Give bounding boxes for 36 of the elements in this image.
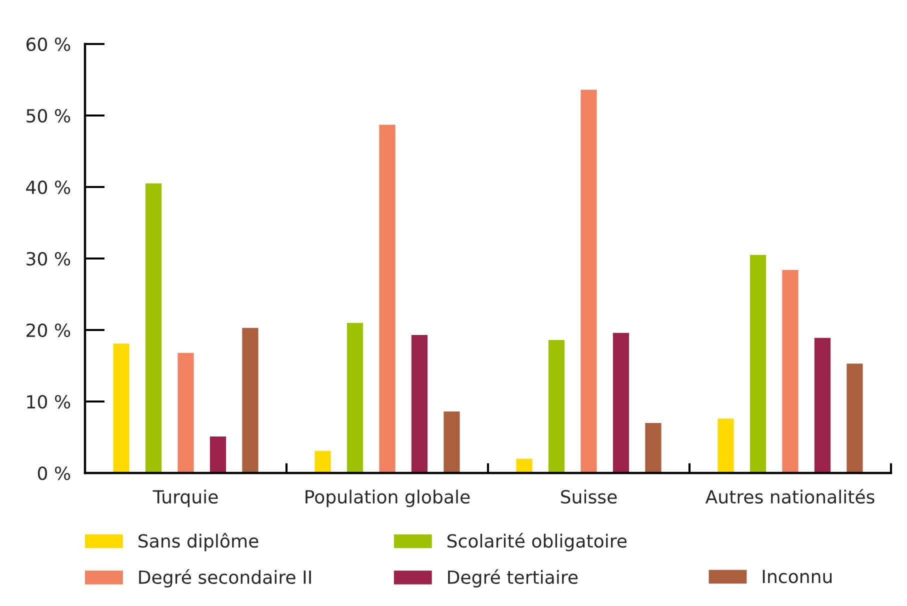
- bar: [718, 418, 734, 473]
- bar: [346, 322, 364, 473]
- bar: [444, 412, 460, 473]
- bar: [145, 183, 162, 473]
- y-tick-label: 30 %: [26, 252, 70, 266]
- bar: [814, 338, 831, 473]
- legend-label: Sans diplôme: [138, 533, 258, 552]
- bar: [411, 335, 428, 473]
- bar: [782, 270, 798, 473]
- y-tick-label: 60 %: [26, 37, 70, 52]
- y-tick-label: 10 %: [27, 394, 70, 409]
- legend-label: Degré tertiaire: [448, 569, 578, 588]
- y-tick-label: 20 %: [26, 323, 70, 338]
- y-tick-label: 50 %: [26, 108, 70, 123]
- y-tick-label: 40 %: [26, 180, 70, 194]
- bar: [178, 352, 194, 473]
- bar: [314, 450, 331, 473]
- bar: [580, 90, 597, 473]
- x-tick-label: Suisse: [561, 490, 617, 504]
- bar: [612, 332, 630, 473]
- x-tick-label: Population globale: [306, 490, 470, 508]
- bar: [379, 124, 396, 473]
- bar: [113, 344, 130, 473]
- x-tick-label: Turquie: [152, 490, 218, 508]
- bar: [645, 422, 662, 473]
- legend-label: Degré secondaire II: [139, 569, 311, 588]
- legend-label: Scolarité obligatoire: [447, 533, 627, 552]
- bar: [548, 340, 565, 473]
- bar: [750, 254, 766, 473]
- x-tick-label: Autres nationalités: [705, 488, 874, 504]
- bar: [516, 458, 532, 473]
- bar: [846, 364, 863, 473]
- bar: [210, 436, 226, 473]
- legend-label: Inconnu: [762, 570, 832, 584]
- y-tick-label: 0 %: [38, 466, 70, 480]
- bar: [242, 328, 258, 473]
